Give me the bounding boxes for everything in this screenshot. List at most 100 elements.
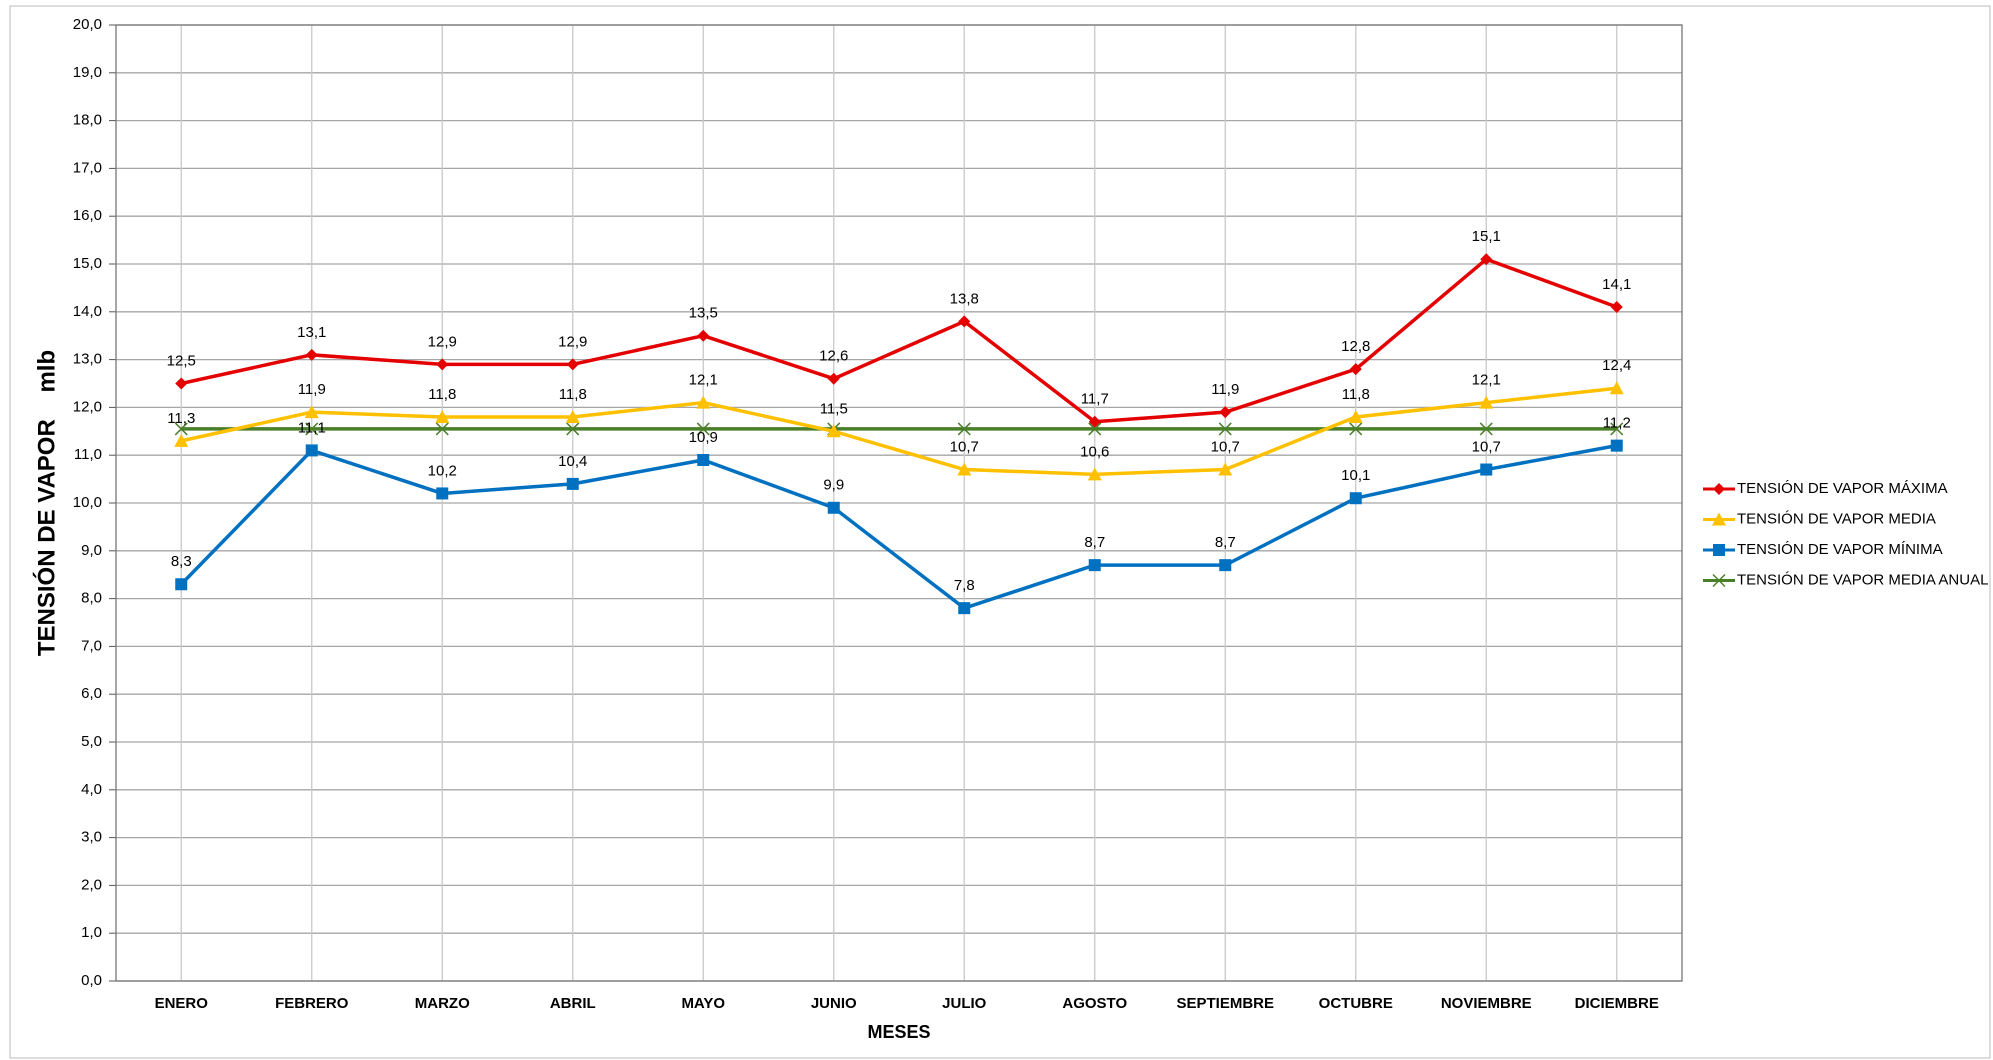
y-tick-label: 17,0 <box>73 159 102 176</box>
data-label: 10,7 <box>1472 439 1501 456</box>
marker <box>957 462 972 476</box>
chart-border <box>9 5 1991 1059</box>
marker <box>435 422 449 436</box>
legend-label: TENSIÓN DE VAPOR MEDIA ANUAL <box>1737 571 1988 588</box>
data-label: 13,8 <box>950 290 979 307</box>
data-label: 14,1 <box>1602 276 1631 293</box>
marker <box>1479 422 1493 436</box>
marker <box>958 602 971 615</box>
marker <box>827 372 840 385</box>
x-tick-label: OCTUBRE <box>1319 995 1393 1012</box>
data-label: 11,3 <box>167 410 195 427</box>
marker <box>1610 422 1624 436</box>
marker <box>1713 483 1725 495</box>
marker <box>958 315 971 328</box>
marker <box>1712 512 1726 526</box>
marker <box>1480 253 1493 266</box>
marker <box>565 409 580 423</box>
y-tick-label: 16,0 <box>73 207 102 224</box>
y-tick-label: 8,0 <box>81 590 102 607</box>
x-tick-label: SEPTIEMBRE <box>1176 995 1274 1012</box>
x-tick-label: MAYO <box>681 995 725 1012</box>
marker <box>566 358 579 371</box>
marker <box>304 405 319 419</box>
marker <box>305 348 318 361</box>
y-tick-label: 19,0 <box>73 64 102 81</box>
data-label: 12,8 <box>1341 338 1370 355</box>
data-label: 8,7 <box>1215 534 1236 551</box>
marker <box>1088 422 1102 436</box>
x-tick-label: NOVIEMBRE <box>1441 995 1532 1012</box>
marker <box>1480 463 1493 476</box>
data-label: 11,5 <box>820 400 848 417</box>
data-label: 11,8 <box>559 386 587 403</box>
series-line <box>180 386 1617 477</box>
data-label: 10,4 <box>558 453 587 470</box>
marker <box>1218 462 1233 476</box>
data-label: 12,4 <box>1602 357 1631 374</box>
marker <box>174 422 188 436</box>
y-tick-label: 7,0 <box>81 637 102 654</box>
data-label: 12,9 <box>558 333 587 350</box>
marker <box>827 501 840 514</box>
y-tick-label: 3,0 <box>81 829 102 846</box>
y-tick-label: 0,0 <box>81 972 102 989</box>
marker <box>175 578 188 591</box>
data-label: 13,1 <box>297 324 326 341</box>
marker <box>1348 409 1363 423</box>
marker <box>1610 301 1623 314</box>
legend-label: TENSIÓN DE VAPOR MEDIA <box>1737 510 1936 527</box>
marker <box>826 424 841 438</box>
data-label: 10,9 <box>689 429 718 446</box>
x-tick-label: ENERO <box>155 995 209 1012</box>
y-tick-label: 4,0 <box>81 781 102 798</box>
marker <box>1349 492 1362 505</box>
marker <box>697 329 710 342</box>
data-label: 11,8 <box>1342 386 1370 403</box>
x-tick-label: AGOSTO <box>1062 995 1127 1012</box>
y-axis-title: TENSIÓN DE VAPOR mlb <box>32 350 60 656</box>
marker <box>174 433 189 447</box>
marker <box>1609 381 1624 395</box>
y-tick-label: 13,0 <box>73 351 102 368</box>
data-label: 11,1 <box>298 419 326 436</box>
marker <box>436 358 449 371</box>
data-label: 11,8 <box>428 386 456 403</box>
data-label: 10,6 <box>1080 443 1109 460</box>
y-tick-label: 1,0 <box>81 924 102 941</box>
marker <box>1219 559 1232 572</box>
data-label: 11,2 <box>1603 415 1631 432</box>
marker <box>696 422 710 436</box>
marker <box>436 487 449 500</box>
marker <box>1349 363 1362 376</box>
data-label: 8,7 <box>1084 534 1105 551</box>
y-tick-label: 12,0 <box>73 398 102 415</box>
marker <box>566 422 580 436</box>
data-label: 15,1 <box>1472 228 1501 245</box>
data-label: 10,1 <box>1341 467 1370 484</box>
data-label: 11,9 <box>298 381 326 398</box>
marker <box>1712 573 1726 588</box>
marker <box>566 477 579 490</box>
marker <box>696 395 711 409</box>
marker <box>175 377 188 390</box>
marker <box>1479 395 1494 409</box>
series-line <box>179 443 1618 611</box>
data-label: 12,9 <box>428 333 457 350</box>
series-line <box>180 257 1618 424</box>
y-tick-label: 11,0 <box>74 446 102 463</box>
x-tick-label: MARZO <box>415 995 470 1012</box>
marker <box>305 422 319 436</box>
y-tick-label: 5,0 <box>81 733 102 750</box>
data-label: 10,7 <box>950 439 979 456</box>
legend-label: TENSIÓN DE VAPOR MÍNIMA <box>1737 541 1943 558</box>
marker <box>1088 559 1101 572</box>
y-tick-label: 10,0 <box>73 494 102 511</box>
y-tick-label: 15,0 <box>73 255 102 272</box>
marker <box>697 453 710 466</box>
y-tick-label: 6,0 <box>81 685 102 702</box>
marker <box>957 422 971 436</box>
x-tick-label: DICIEMBRE <box>1575 995 1659 1012</box>
x-tick-label: ABRIL <box>550 995 596 1012</box>
